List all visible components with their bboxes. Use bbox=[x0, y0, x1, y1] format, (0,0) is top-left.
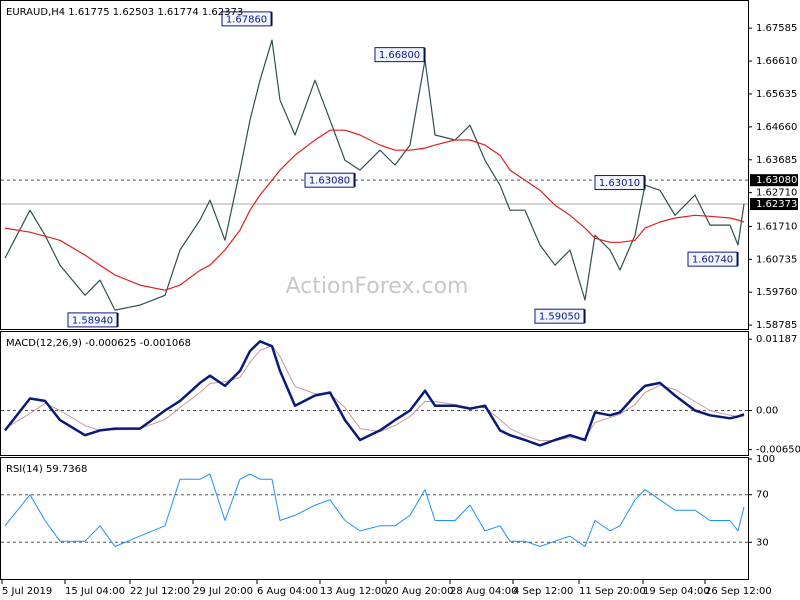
annotation-box bbox=[594, 175, 645, 191]
x-tick-label: 20 Aug 20:00 bbox=[386, 586, 453, 597]
y-tick-label: 1.59760 bbox=[756, 287, 797, 298]
x-tick-label: 4 Sep 12:00 bbox=[513, 586, 573, 597]
y-tick-label: 1.65635 bbox=[756, 89, 797, 100]
annotation-box bbox=[221, 11, 272, 27]
x-tick-label: 15 Jul 04:00 bbox=[65, 586, 125, 597]
x-tick-label: 28 Aug 04:00 bbox=[450, 586, 517, 597]
annotation-label: 1.63080 bbox=[309, 176, 350, 187]
y-tick-label: -0.006502 bbox=[756, 445, 800, 456]
macd-panel bbox=[0, 331, 749, 456]
y-tick-label: 30 bbox=[756, 537, 769, 548]
annotation-label: 1.60740 bbox=[692, 255, 733, 266]
x-tick-label: 19 Sep 04:00 bbox=[643, 586, 710, 597]
panel-title: EURAUD,H4 1.61775 1.62503 1.61774 1.6237… bbox=[6, 7, 243, 18]
x-tick-label: 5 Jul 2019 bbox=[2, 586, 52, 597]
y-tick-label: 1.67585 bbox=[756, 23, 797, 34]
annotation-box bbox=[304, 172, 355, 188]
x-tick-label: 13 Aug 12:00 bbox=[320, 586, 387, 597]
series-line bbox=[4, 129, 745, 291]
y-tick-label: 1.62710 bbox=[756, 188, 797, 199]
x-tick-label: 29 Jul 20:00 bbox=[193, 586, 253, 597]
level-label-box bbox=[750, 174, 798, 187]
series-line bbox=[4, 473, 745, 547]
x-tick-label: 6 Aug 04:00 bbox=[257, 586, 318, 597]
y-tick-label: 1.64660 bbox=[756, 122, 797, 133]
series-line bbox=[4, 340, 745, 447]
annotation-label: 1.58940 bbox=[72, 315, 113, 326]
annotation-box bbox=[67, 312, 118, 328]
panel-title: MACD(12,26,9) -0.000625 -0.001068 bbox=[6, 338, 191, 349]
last-price-label: 1.62373 bbox=[756, 199, 797, 210]
price-panel bbox=[0, 0, 749, 330]
annotation-label: 1.59050 bbox=[539, 312, 580, 323]
annotation-label: 1.67860 bbox=[226, 14, 267, 25]
last-price-box bbox=[750, 198, 798, 211]
x-tick-label: 22 Jul 12:00 bbox=[130, 586, 190, 597]
y-tick-label: 0.00 bbox=[756, 406, 778, 417]
y-tick-label: 1.63685 bbox=[756, 155, 797, 166]
x-tick-label: 11 Sep 20:00 bbox=[579, 586, 646, 597]
panel-title: RSI(14) 59.7368 bbox=[6, 464, 87, 475]
annotation-box bbox=[687, 251, 738, 267]
y-tick-label: 1.61710 bbox=[756, 221, 797, 232]
y-tick-label: 0.01187 bbox=[756, 334, 797, 345]
x-tick-label: 26 Sep 12:00 bbox=[705, 586, 772, 597]
level-label: 1.63080 bbox=[756, 175, 797, 186]
y-tick-label: 1.66610 bbox=[756, 56, 797, 67]
y-tick-label: 1.60735 bbox=[756, 254, 797, 265]
annotation-box bbox=[534, 308, 585, 324]
rsi-panel bbox=[0, 457, 749, 580]
y-tick-label: 1.58785 bbox=[756, 320, 797, 331]
watermark: ActionForex.com bbox=[286, 274, 469, 299]
annotation-label: 1.63010 bbox=[599, 178, 640, 189]
series-line bbox=[4, 345, 745, 442]
annotation-label: 1.66800 bbox=[379, 50, 420, 61]
y-tick-label: 70 bbox=[756, 490, 769, 501]
annotation-box bbox=[374, 47, 425, 63]
y-tick-label: 100 bbox=[756, 454, 775, 465]
